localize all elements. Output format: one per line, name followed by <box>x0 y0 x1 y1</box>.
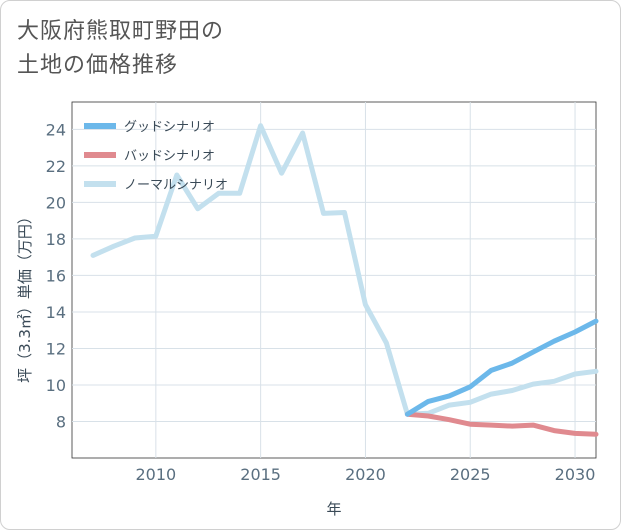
legend-label: グッドシナリオ <box>124 120 215 135</box>
x-tick-label: 2025 <box>450 465 491 484</box>
plot-frame <box>71 101 597 459</box>
y-tick-label: 16 <box>46 266 66 285</box>
grid <box>72 102 596 458</box>
x-tick-label: 2030 <box>555 465 596 484</box>
series-line-2 <box>90 123 599 417</box>
legend-label: ノーマルシナリオ <box>124 178 228 193</box>
series-line-0 <box>404 318 599 417</box>
x-tick-label: 2020 <box>345 465 386 484</box>
y-tick-label: 18 <box>46 230 66 249</box>
y-tick-label: 8 <box>56 412 66 431</box>
x-tick-label: 2010 <box>135 465 176 484</box>
y-tick-label: 20 <box>46 193 66 212</box>
x-tick-label: 2015 <box>240 465 281 484</box>
x-axis-label: 年 <box>326 500 341 518</box>
y-tick-label: 22 <box>46 157 66 176</box>
y-tick-label: 12 <box>46 339 66 358</box>
y-tick-label: 10 <box>46 376 66 395</box>
ticks: 2010 2015 2020 2025 2030 8 10 12 14 16 18 20 22 24 <box>46 120 596 484</box>
y-tick-label: 14 <box>46 303 66 322</box>
legend-label: バッドシナリオ <box>124 149 215 164</box>
title-line-1: 大阪府熊取町野田の <box>17 19 225 44</box>
title-line-2: 土地の価格推移 <box>17 53 179 78</box>
chart-title: 大阪府熊取町野田の 土地の価格推移 <box>17 15 224 83</box>
series-line-1 <box>404 411 599 437</box>
y-axis-label: 坪（3.3㎡）単価（万円） <box>16 209 34 383</box>
y-tick-label: 24 <box>46 120 66 139</box>
series <box>90 123 599 437</box>
